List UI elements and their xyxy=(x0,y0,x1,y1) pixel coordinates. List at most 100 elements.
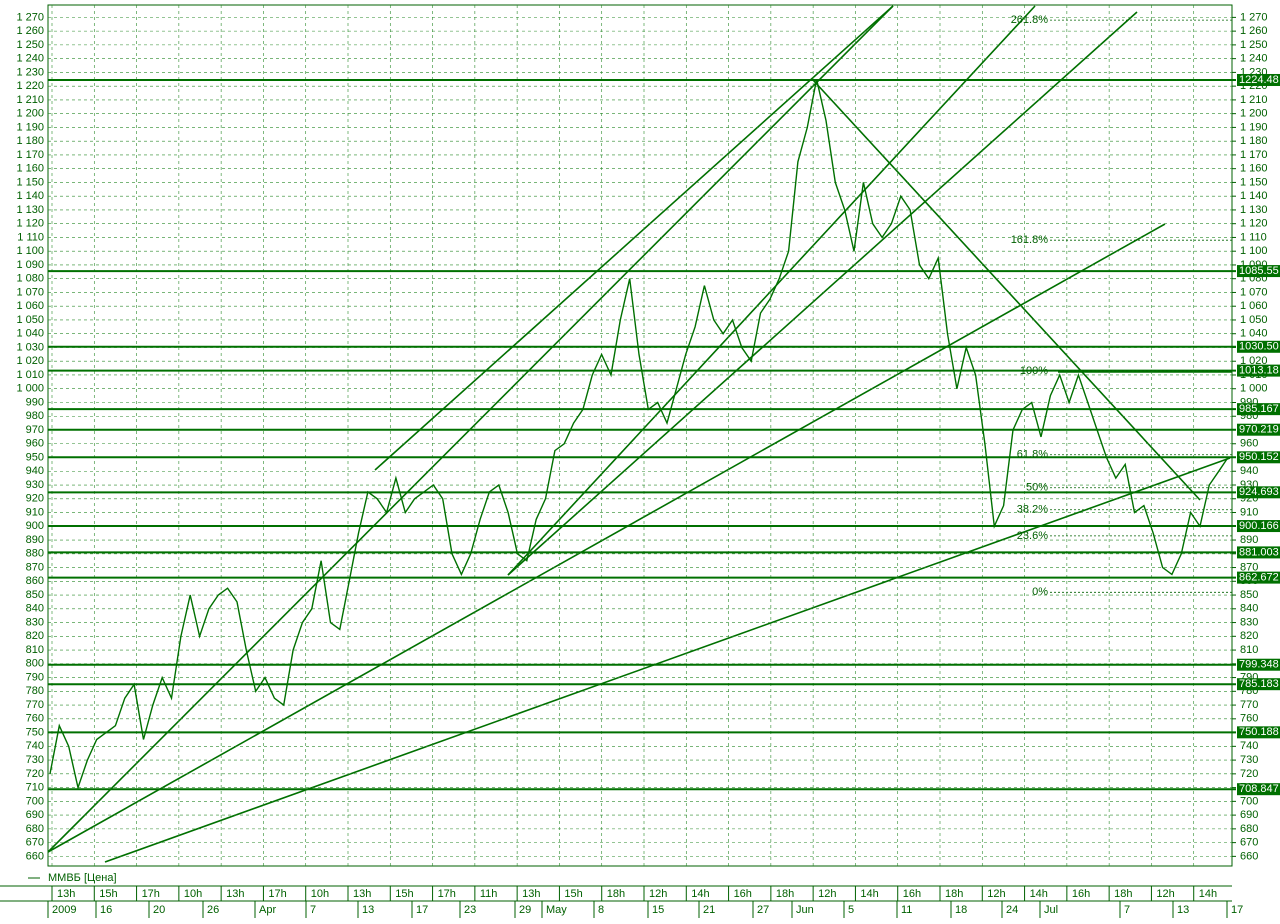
fib-label: 0% xyxy=(1032,586,1048,598)
fib-label: 50% xyxy=(1026,482,1048,494)
level-box xyxy=(1237,265,1280,278)
y-tick-label: 780 xyxy=(26,685,44,697)
x-tick-label: 16h xyxy=(734,888,752,900)
y-tick-label-right: 810 xyxy=(1240,644,1258,656)
trend-line xyxy=(507,11,1138,576)
y-tick-label: 950 xyxy=(26,451,44,463)
x-date-label: 18 xyxy=(955,904,967,916)
y-tick-label: 900 xyxy=(26,520,44,532)
fib-label: 161.8% xyxy=(1011,234,1049,246)
x-tick-label: 16h xyxy=(903,888,921,900)
y-tick-label: 1 180 xyxy=(16,135,44,147)
y-tick-label: 920 xyxy=(26,493,44,505)
x-date-label: Jul xyxy=(1044,904,1058,916)
y-tick-label: 1 200 xyxy=(16,108,44,120)
y-tick-label-right: 1 000 xyxy=(1240,383,1268,395)
level-label: 950.152 xyxy=(1239,451,1279,463)
x-tick-label: 17h xyxy=(142,888,160,900)
x-date-label: Apr xyxy=(259,904,276,916)
x-tick-label: 17h xyxy=(438,888,456,900)
y-tick-label: 930 xyxy=(26,479,44,491)
x-date-label: 8 xyxy=(598,904,604,916)
y-tick-label: 1 210 xyxy=(16,94,44,106)
y-tick-label: 790 xyxy=(26,671,44,683)
y-tick-label-right: 850 xyxy=(1240,589,1258,601)
y-tick-label: 1 090 xyxy=(16,259,44,271)
x-tick-label: 15h xyxy=(395,888,413,900)
y-tick-label-right: 890 xyxy=(1240,534,1258,546)
y-tick-label-right: 760 xyxy=(1240,713,1258,725)
y-tick-label-right: 1 160 xyxy=(1240,163,1268,175)
x-date-label: 17 xyxy=(416,904,428,916)
y-tick-label: 980 xyxy=(26,410,44,422)
level-box xyxy=(1237,783,1280,796)
y-tick-label: 1 060 xyxy=(16,300,44,312)
y-tick-label-right: 1 140 xyxy=(1240,190,1268,202)
level-label: 1224.48 xyxy=(1239,74,1279,86)
y-tick-label: 1 080 xyxy=(16,273,44,285)
y-tick-label-right: 1 070 xyxy=(1240,286,1268,298)
y-tick-label-right: 1 060 xyxy=(1240,300,1268,312)
level-box xyxy=(1237,403,1280,416)
x-tick-label: 13h xyxy=(522,888,540,900)
y-tick-label-right: 680 xyxy=(1240,823,1258,835)
fib-label: 61.8% xyxy=(1017,449,1048,461)
y-tick-label-right: 870 xyxy=(1240,561,1258,573)
x-tick-label: 14h xyxy=(691,888,709,900)
level-box xyxy=(1237,451,1280,464)
x-tick-label: 14h xyxy=(1199,888,1217,900)
y-tick-label: 830 xyxy=(26,616,44,628)
y-tick-label: 1 000 xyxy=(16,383,44,395)
x-tick-label: 13h xyxy=(57,888,75,900)
level-box xyxy=(1237,340,1280,353)
y-tick-label-right: 1 120 xyxy=(1240,218,1268,230)
x-date-label: 15 xyxy=(652,904,664,916)
y-tick-label: 1 110 xyxy=(17,231,44,243)
y-tick-label: 750 xyxy=(26,726,44,738)
y-tick-label: 960 xyxy=(26,438,44,450)
y-tick-label-right: 830 xyxy=(1240,616,1258,628)
y-tick-label-right: 940 xyxy=(1240,465,1258,477)
y-tick-label: 810 xyxy=(26,644,44,656)
x-date-label: May xyxy=(546,904,567,916)
y-tick-label-right: 660 xyxy=(1240,850,1258,862)
y-tick-label-right: 1 170 xyxy=(1240,149,1268,161)
y-tick-label: 940 xyxy=(26,465,44,477)
x-date-label: Jun xyxy=(796,904,814,916)
x-date-label: 7 xyxy=(310,904,316,916)
x-date-label: 29 xyxy=(519,904,531,916)
y-tick-label: 1 130 xyxy=(16,204,44,216)
y-tick-label: 860 xyxy=(26,575,44,587)
price-line xyxy=(49,79,1229,791)
level-label: 1013.18 xyxy=(1239,365,1279,377)
y-tick-label: 770 xyxy=(26,699,44,711)
level-label: 750.188 xyxy=(1239,726,1279,738)
level-box xyxy=(1237,364,1280,377)
fib-label: 261.8% xyxy=(1011,14,1049,26)
trend-line xyxy=(47,223,1166,853)
y-tick-label: 910 xyxy=(26,506,44,518)
level-label: 708.847 xyxy=(1239,783,1279,795)
x-tick-label: 13h xyxy=(226,888,244,900)
level-label: 970.219 xyxy=(1239,424,1279,436)
y-tick-label-right: 740 xyxy=(1240,740,1258,752)
x-tick-label: 12h xyxy=(1156,888,1174,900)
y-tick-label-right: 720 xyxy=(1240,768,1258,780)
y-tick-label-right: 1 200 xyxy=(1240,108,1268,120)
y-tick-label: 700 xyxy=(26,795,44,807)
level-label: 799.348 xyxy=(1239,659,1279,671)
level-label: 881.003 xyxy=(1239,546,1279,558)
level-box xyxy=(1237,486,1280,499)
level-box xyxy=(1237,423,1280,436)
y-tick-label-right: 670 xyxy=(1240,837,1258,849)
x-tick-label: 14h xyxy=(860,888,878,900)
x-date-label: 2009 xyxy=(52,904,76,916)
y-tick-label-right: 690 xyxy=(1240,809,1258,821)
plot-area xyxy=(47,4,1233,867)
y-tick-label: 800 xyxy=(26,658,44,670)
x-tick-label: 16h xyxy=(1072,888,1090,900)
y-tick-label: 1 040 xyxy=(16,328,44,340)
fib-label: 38.2% xyxy=(1017,504,1048,516)
y-tick-label: 1 190 xyxy=(16,121,44,133)
y-tick-label: 740 xyxy=(26,740,44,752)
